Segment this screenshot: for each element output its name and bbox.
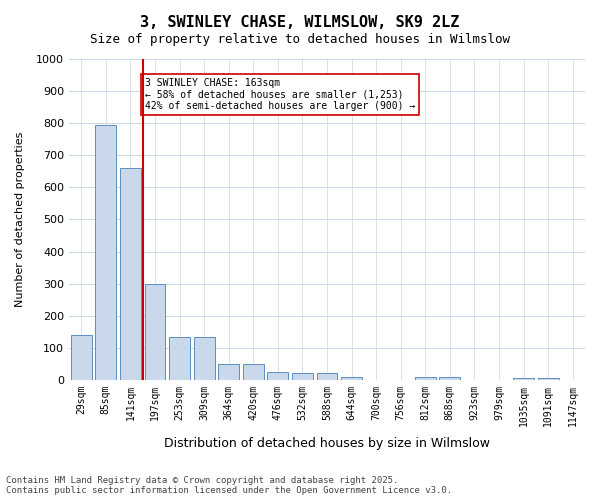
Bar [145, 284, 166, 380]
Text: Size of property relative to detached houses in Wilmslow: Size of property relative to detached ho… [90, 32, 510, 46]
Bar [169, 336, 190, 380]
Bar [415, 376, 436, 380]
Bar [317, 374, 337, 380]
Bar [513, 378, 534, 380]
Bar [268, 372, 288, 380]
Bar [292, 374, 313, 380]
X-axis label: Distribution of detached houses by size in Wilmslow: Distribution of detached houses by size … [164, 437, 490, 450]
Text: 3 SWINLEY CHASE: 163sqm
← 58% of detached houses are smaller (1,253)
42% of semi: 3 SWINLEY CHASE: 163sqm ← 58% of detache… [145, 78, 415, 112]
Text: Contains HM Land Registry data © Crown copyright and database right 2025.
Contai: Contains HM Land Registry data © Crown c… [6, 476, 452, 495]
Bar [194, 336, 215, 380]
Bar [243, 364, 264, 380]
Bar [120, 168, 141, 380]
Bar [341, 376, 362, 380]
Bar [71, 335, 92, 380]
Bar [95, 125, 116, 380]
Y-axis label: Number of detached properties: Number of detached properties [15, 132, 25, 307]
Bar [538, 378, 559, 380]
Bar [218, 364, 239, 380]
Text: 3, SWINLEY CHASE, WILMSLOW, SK9 2LZ: 3, SWINLEY CHASE, WILMSLOW, SK9 2LZ [140, 15, 460, 30]
Bar [439, 376, 460, 380]
